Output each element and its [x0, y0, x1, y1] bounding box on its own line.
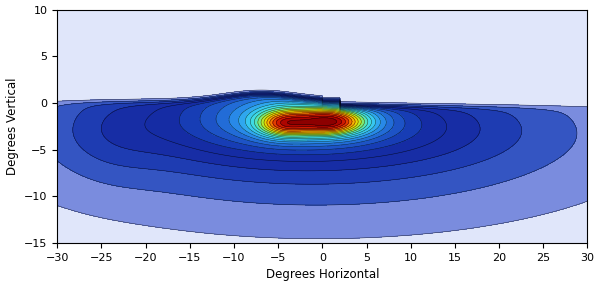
X-axis label: Degrees Horizontal: Degrees Horizontal: [266, 268, 379, 282]
Y-axis label: Degrees Vertical: Degrees Vertical: [5, 77, 19, 175]
